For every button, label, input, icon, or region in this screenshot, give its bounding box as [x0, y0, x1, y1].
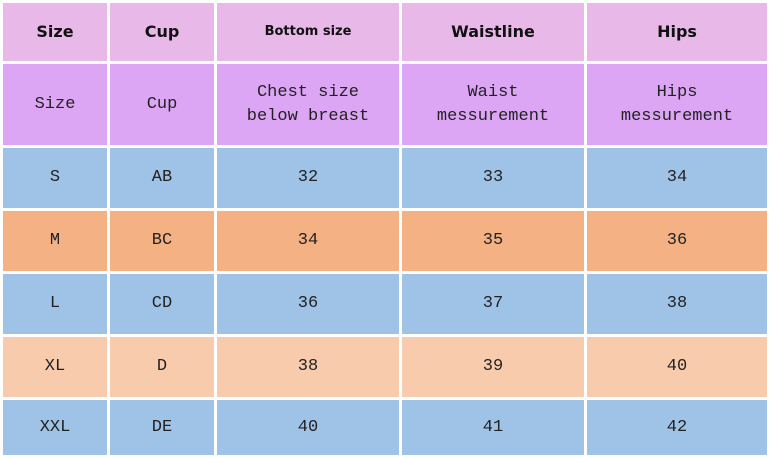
subheader-cell: Hips messurement — [587, 64, 767, 145]
header-cell: Waistline — [402, 3, 584, 61]
table-cell: CD — [110, 274, 214, 334]
table-cell: BC — [110, 211, 214, 271]
table-cell: D — [110, 337, 214, 397]
subheader-cell: Size — [3, 64, 107, 145]
header-cell: Bottom size — [217, 3, 399, 61]
subheader-cell: Chest size below breast — [217, 64, 399, 145]
table-cell: 36 — [217, 274, 399, 334]
table-cell: 41 — [402, 400, 584, 455]
table-cell: XL — [3, 337, 107, 397]
table-cell: DE — [110, 400, 214, 455]
header-cell: Size — [3, 3, 107, 61]
table-cell: 37 — [402, 274, 584, 334]
table-cell: 34 — [217, 211, 399, 271]
table-cell: 33 — [402, 148, 584, 208]
table-cell: S — [3, 148, 107, 208]
table-cell: 39 — [402, 337, 584, 397]
subheader-cell: Cup — [110, 64, 214, 145]
table-cell: 35 — [402, 211, 584, 271]
table-cell: XXL — [3, 400, 107, 455]
table-cell: 32 — [217, 148, 399, 208]
table-cell: 36 — [587, 211, 767, 271]
header-cell: Cup — [110, 3, 214, 61]
table-cell: M — [3, 211, 107, 271]
table-cell: 38 — [217, 337, 399, 397]
table-cell: 40 — [217, 400, 399, 455]
table-cell: 42 — [587, 400, 767, 455]
table-cell: 34 — [587, 148, 767, 208]
table-cell: 38 — [587, 274, 767, 334]
subheader-cell: Waist messurement — [402, 64, 584, 145]
table-cell: L — [3, 274, 107, 334]
header-cell: Hips — [587, 3, 767, 61]
table-cell: AB — [110, 148, 214, 208]
table-cell: 40 — [587, 337, 767, 397]
